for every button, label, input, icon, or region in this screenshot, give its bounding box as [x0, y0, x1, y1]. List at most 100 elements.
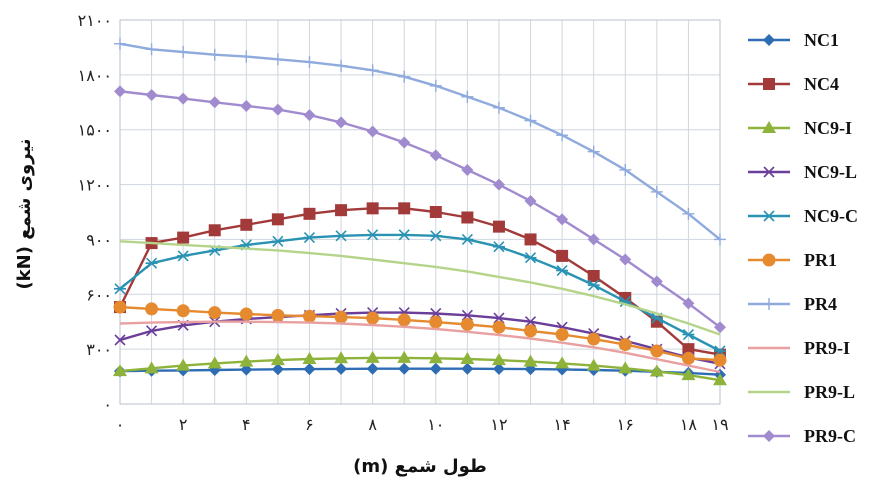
- data-point-nc9-l-stroke: [524, 316, 537, 328]
- legend-label-pr1: PR1: [804, 250, 837, 270]
- legend-marker-nc4: [763, 78, 775, 90]
- data-point-nc9-i: [113, 364, 127, 377]
- data-point-nc9-i: [334, 351, 349, 364]
- legend: NC1 NC4 NC9-I NC9-L NC9-C PR1 PR4 PR9-I PR9-L PR9…: [748, 30, 858, 446]
- data-point-nc9-c: [587, 279, 600, 291]
- legend-item-pr9-i: PR9-I: [748, 338, 850, 358]
- x-tick-label: ۱۰: [427, 415, 444, 434]
- series-pr9-c: [114, 85, 726, 334]
- series-line-pr9-i: [119, 320, 721, 374]
- x-tick-label: ۲: [179, 415, 188, 434]
- data-point-pr9-c: [114, 85, 126, 98]
- legend-item-pr1: PR1: [748, 250, 837, 270]
- x-tick-label: ۱۶: [617, 415, 634, 434]
- legend-label-pr9-i: PR9-I: [804, 338, 850, 358]
- data-point-nc1: [398, 362, 411, 375]
- legend-label-nc9-c: NC9-C: [804, 206, 858, 226]
- data-point-pr4: [682, 207, 695, 220]
- series-nc9-c: [114, 229, 726, 357]
- x-tick-label: ۴: [242, 415, 251, 434]
- series-pr9-l: [119, 240, 721, 336]
- data-point-nc9-c: [492, 241, 505, 253]
- data-point-pr4: [461, 90, 474, 103]
- legend-label-nc9-i: NC9-I: [804, 118, 852, 138]
- legend-item-pr9-c: PR9-C: [748, 426, 856, 446]
- data-point-nc9-l: [461, 309, 473, 321]
- data-point-nc9-l-stroke: [114, 334, 126, 346]
- data-point-pr9-c: [461, 163, 474, 176]
- data-point-nc9-c: [303, 232, 316, 244]
- y-tick-label: ۶۰۰: [86, 285, 112, 304]
- legend-label-pr4: PR4: [804, 294, 837, 314]
- data-point-nc9-c: [398, 229, 411, 241]
- data-point-nc4: [177, 231, 190, 244]
- data-point-nc9-l-stroke: [461, 309, 473, 321]
- data-point-nc9-c: [271, 235, 284, 247]
- data-point-pr9-c: [492, 178, 505, 191]
- data-point-nc4: [429, 206, 442, 218]
- data-point-pr4: [619, 163, 632, 176]
- data-point-nc4: [492, 220, 505, 233]
- series-line-pr9-l: [119, 240, 721, 336]
- data-point-pr4: [398, 70, 411, 83]
- data-point-pr9-c: [303, 109, 316, 122]
- legend-label-pr9-c: PR9-C: [804, 426, 856, 446]
- data-point-pr9-c: [177, 92, 190, 105]
- data-point-nc9-i: [176, 358, 191, 371]
- data-point-pr1: [366, 311, 380, 325]
- series-pr1: [113, 300, 727, 367]
- data-point-nc1: [492, 362, 505, 375]
- data-point-pr9-c: [145, 88, 158, 101]
- data-point-nc1: [429, 362, 442, 375]
- data-point-nc9-c: [461, 233, 474, 245]
- series-nc1: [114, 362, 726, 381]
- legend-marker-pr9-c: [763, 430, 775, 442]
- data-point-pr1: [524, 324, 538, 338]
- data-point-pr9-c: [682, 297, 695, 310]
- data-point-nc9-i: [302, 352, 317, 365]
- legend-item-pr9-l: PR9-L: [748, 382, 855, 402]
- y-tick-label: ۲۱۰۰: [78, 11, 112, 30]
- data-point-nc9-i: [681, 368, 696, 381]
- data-point-nc9-l: [493, 312, 505, 324]
- data-point-pr1: [145, 302, 159, 316]
- data-point-nc1: [271, 363, 284, 376]
- tick-labels: ۰ ۳۰۰ ۶۰۰ ۹۰۰ ۱۲۰۰ ۱۵۰۰ ۱۸۰۰ ۲۱۰۰ ۰ ۲ ۴ ۶ ۸ ۱۰ ۱۲ ۱۴ ۱۶ ۱…: [78, 11, 729, 434]
- axes: [119, 19, 721, 405]
- data-point-nc4: [398, 202, 411, 215]
- data-point-nc1: [335, 362, 348, 375]
- y-tick-label: ۱۲۰۰: [78, 176, 112, 195]
- data-point-nc9-l: [524, 316, 537, 328]
- data-point-pr4: [587, 145, 600, 158]
- series-line-nc9-c: [119, 233, 721, 353]
- data-point-nc9-c: [682, 328, 695, 341]
- data-point-nc9-i: [649, 364, 664, 377]
- data-point-pr1: [650, 344, 664, 358]
- legend-item-nc9-l: NC9-L: [748, 162, 857, 182]
- data-point-nc4: [587, 270, 600, 282]
- data-point-pr1: [713, 353, 727, 367]
- plot-frame: [119, 19, 721, 405]
- data-point-pr9-c: [619, 253, 632, 266]
- x-tick-label: ۰: [116, 415, 125, 434]
- series-pr9-i: [119, 320, 721, 374]
- data-point-pr9-c: [208, 96, 221, 109]
- data-point-nc9-i: [713, 373, 727, 386]
- x-tick-label: ۱۹: [711, 415, 728, 434]
- legend-item-nc9-c: NC9-C: [748, 206, 858, 226]
- data-point-nc9-i: [428, 351, 443, 364]
- data-point-pr1: [681, 351, 695, 365]
- legend-marker-nc1: [763, 34, 775, 46]
- data-point-pr4: [114, 37, 126, 50]
- series-line-nc9-i: [119, 356, 721, 382]
- series-nc9-i: [113, 350, 727, 386]
- data-point-pr4: [714, 233, 726, 246]
- data-point-pr4: [240, 50, 253, 63]
- series-nc4: [114, 202, 726, 361]
- data-point-nc9-i: [460, 352, 475, 365]
- legend-label-nc9-l: NC9-L: [804, 162, 857, 182]
- data-point-nc4: [335, 204, 348, 217]
- legend-item-nc1: NC1: [748, 30, 839, 50]
- data-point-pr1: [492, 320, 506, 334]
- series-nc9-l: [114, 307, 726, 370]
